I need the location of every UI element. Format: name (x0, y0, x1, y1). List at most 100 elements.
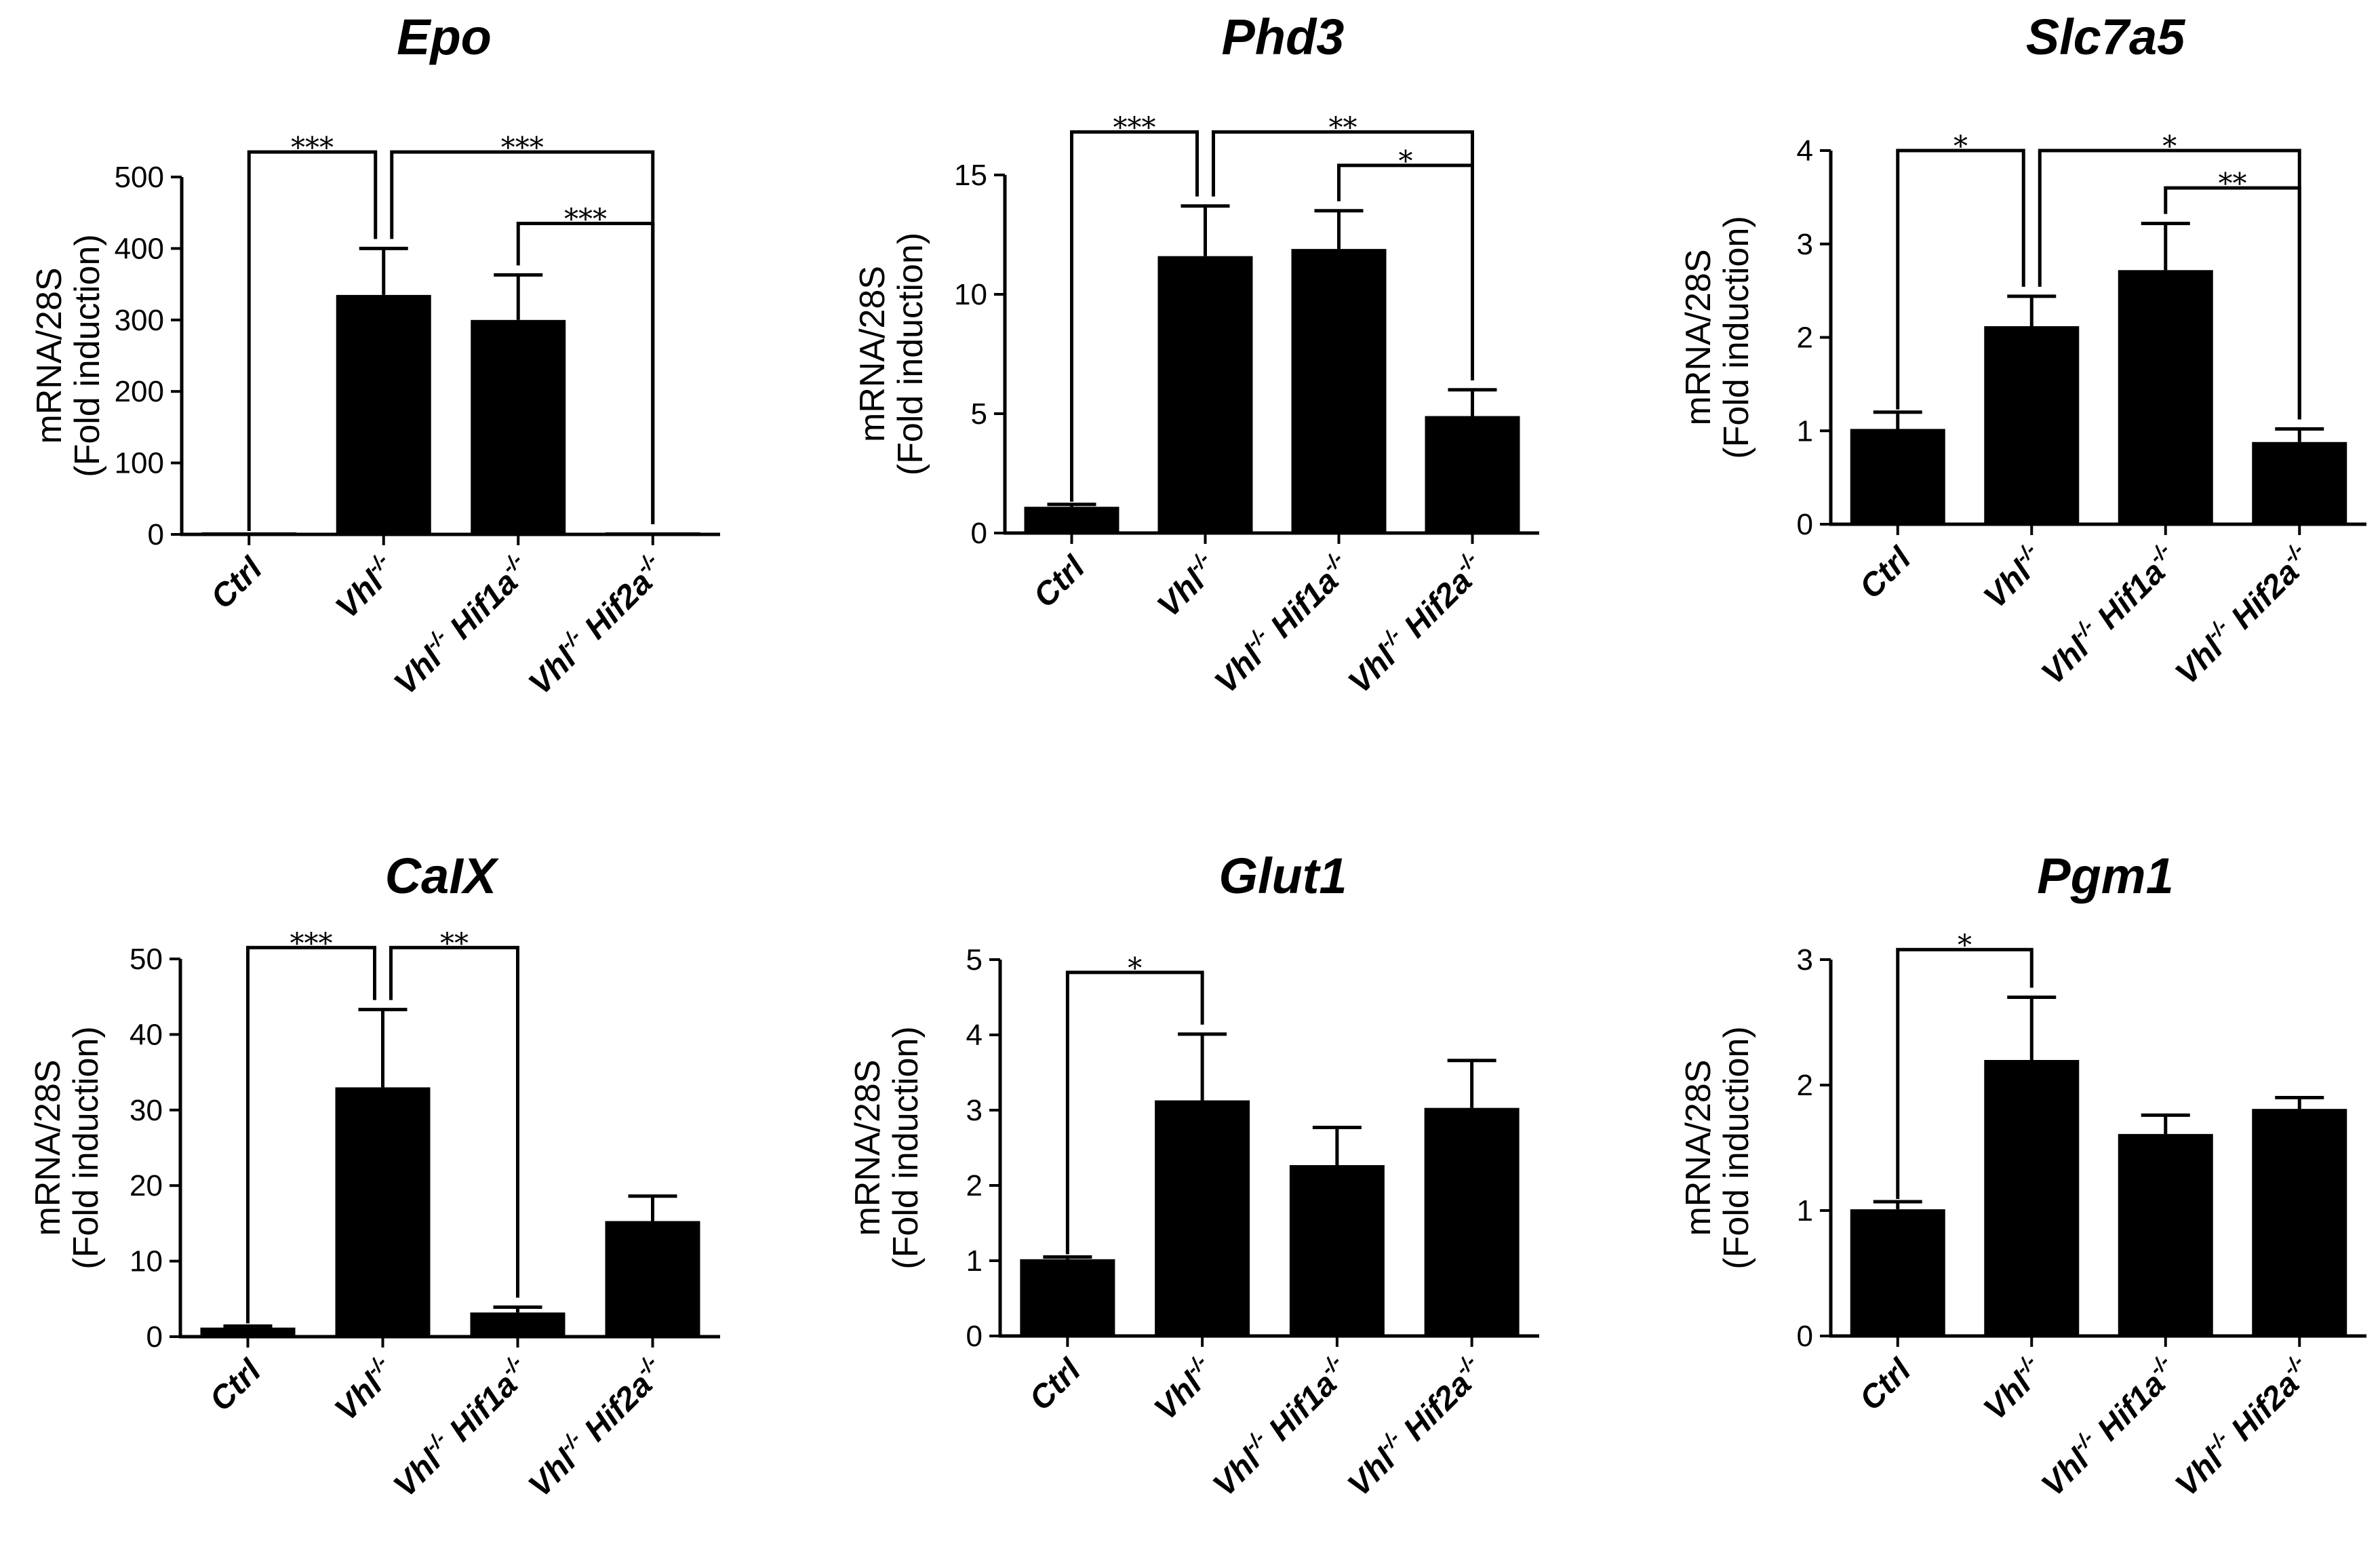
bar (336, 294, 431, 534)
y-axis-label-line1: mRNA/28S (1679, 249, 1718, 425)
y-tick-label: 30 (130, 1094, 163, 1127)
bar (2252, 1109, 2347, 1336)
y-axis-label-line1: mRNA/28S (848, 1059, 888, 1236)
significance-label: *** (291, 131, 334, 164)
y-tick-label: 50 (130, 943, 163, 976)
x-tick-label: Ctrl (1853, 1352, 1919, 1417)
y-tick-label: 2 (1797, 321, 1813, 355)
y-tick-label: 4 (1797, 134, 1813, 168)
y-tick-label: 15 (954, 159, 987, 192)
x-tick-label: Ctrl (1023, 1352, 1088, 1417)
y-tick-label: 200 (115, 375, 164, 408)
significance-label: * (1953, 130, 1968, 163)
bar (1850, 429, 1945, 524)
x-tick-label: Vhl-/- Hif1a-/- (1204, 1350, 1357, 1503)
x-tick-label: Vhl-/- Hif2a-/- (520, 549, 673, 702)
significance-bracket (247, 150, 378, 531)
chart-panel-caix: CaIX mRNA/28S(Fold induction) 0 10 20 30 40 50 C… (28, 848, 720, 1504)
chart-title: Glut1 (1218, 848, 1347, 904)
y-tick-label: 1 (1797, 414, 1813, 448)
y-axis-label-line2: (Fold induction) (891, 233, 930, 475)
bar (201, 532, 297, 534)
chart-panel-phd3: Phd3 mRNA/28S(Fold induction) 0 5 10 15 Ctrl Vh… (853, 9, 1539, 701)
chart-title: CaIX (385, 848, 500, 904)
bar (1157, 256, 1253, 533)
bar (471, 319, 566, 534)
significance-label: * (1128, 951, 1142, 985)
bar (1020, 1259, 1115, 1336)
bar (2118, 1134, 2213, 1336)
y-axis-label-line2: (Fold induction) (68, 234, 107, 477)
bar (1024, 507, 1119, 533)
significance-bracket (1070, 130, 1199, 502)
y-axis-label-line1: mRNA/28S (1679, 1059, 1718, 1236)
y-tick-label: 1 (1797, 1194, 1813, 1227)
y-tick-label: 10 (954, 278, 987, 311)
chart-panel-epo: Epo mRNA/28S(Fold induction) 0 100 200 300 400… (30, 9, 720, 702)
bar (1984, 1060, 2080, 1336)
x-tick-label: Vhl-/- Hif1a-/- (385, 1351, 538, 1504)
y-tick-label: 2 (1797, 1069, 1813, 1102)
x-tick-label: Vhl-/- (327, 549, 403, 625)
bar (1424, 1107, 1520, 1336)
y-tick-label: 3 (1797, 943, 1813, 977)
x-tick-label: Vhl-/- Hif1a-/- (2033, 1350, 2186, 1503)
y-axis-label-line2: (Fold induction) (66, 1026, 106, 1269)
x-tick-label: Vhl-/- (1975, 538, 2052, 615)
chart-panel-slc7a5: Slc7a5 mRNA/28S(Fold induction) 0 1 2 3 4 Ctrl V… (1679, 9, 2366, 692)
bar (605, 1221, 700, 1337)
x-tick-label: Vhl-/- Hif2a-/- (1340, 547, 1493, 701)
chart-title: Epo (397, 9, 492, 65)
significance-label: ** (1329, 111, 1357, 144)
x-tick-label: Vhl-/- Hif2a-/- (2166, 538, 2320, 692)
chart-panel-glut1: Glut1 mRNA/28S(Fold induction) 0 1 2 3 4 5 Ctrl V… (848, 848, 1539, 1503)
x-tick-label: Ctrl (203, 1352, 269, 1418)
significance-bracket (1065, 970, 1204, 1255)
x-tick-label: Vhl-/- Hif1a-/- (2033, 538, 2186, 692)
bar (470, 1312, 566, 1337)
significance-bracket (516, 222, 655, 524)
x-tick-label: Vhl-/- Hif2a-/- (2166, 1350, 2320, 1503)
significance-label: * (2162, 130, 2177, 163)
x-tick-label: Vhl-/- (1149, 547, 1225, 624)
y-axis-label-line1: mRNA/28S (30, 267, 69, 444)
bar (605, 532, 700, 534)
x-tick-label: Ctrl (1853, 540, 1919, 606)
significance-label: *** (564, 203, 607, 236)
significance-label: ** (440, 926, 469, 960)
y-tick-label: 3 (966, 1094, 983, 1127)
y-tick-label: 0 (971, 517, 987, 550)
x-tick-label: Vhl-/- Hif1a-/- (1206, 547, 1360, 701)
y-tick-label: 500 (115, 161, 164, 194)
y-tick-label: 5 (971, 397, 987, 431)
bar (2118, 270, 2213, 524)
bar (1289, 1165, 1385, 1336)
chart-title: Phd3 (1222, 9, 1345, 65)
bar (1425, 416, 1520, 533)
significance-label: *** (1113, 111, 1156, 144)
y-tick-label: 400 (115, 232, 164, 265)
significance-bracket (1337, 163, 1474, 380)
y-tick-label: 0 (148, 518, 164, 551)
bar (2252, 441, 2347, 524)
significance-label: *** (501, 131, 544, 164)
chart-title: Pgm1 (2037, 848, 2174, 904)
y-tick-label: 100 (115, 447, 164, 480)
y-axis-label-line2: (Fold induction) (886, 1026, 926, 1269)
significance-bracket (1896, 149, 2025, 410)
significance-bracket (1896, 947, 2034, 1200)
bar (1155, 1100, 1250, 1336)
x-tick-label: Vhl-/- (1146, 1350, 1223, 1427)
x-tick-label: Vhl-/- (326, 1351, 403, 1428)
chart-title: Slc7a5 (2026, 9, 2186, 65)
x-tick-label: Vhl-/- Hif2a-/- (520, 1351, 673, 1504)
significance-label: * (1399, 144, 1413, 178)
bar (335, 1087, 431, 1337)
y-axis-label-line2: (Fold induction) (1717, 216, 1756, 458)
significance-bracket (2164, 186, 2301, 420)
y-tick-label: 4 (966, 1019, 983, 1052)
y-tick-label: 20 (130, 1169, 163, 1202)
x-tick-label: Vhl-/- Hif1a-/- (385, 549, 538, 702)
significance-label: * (1958, 928, 1972, 962)
